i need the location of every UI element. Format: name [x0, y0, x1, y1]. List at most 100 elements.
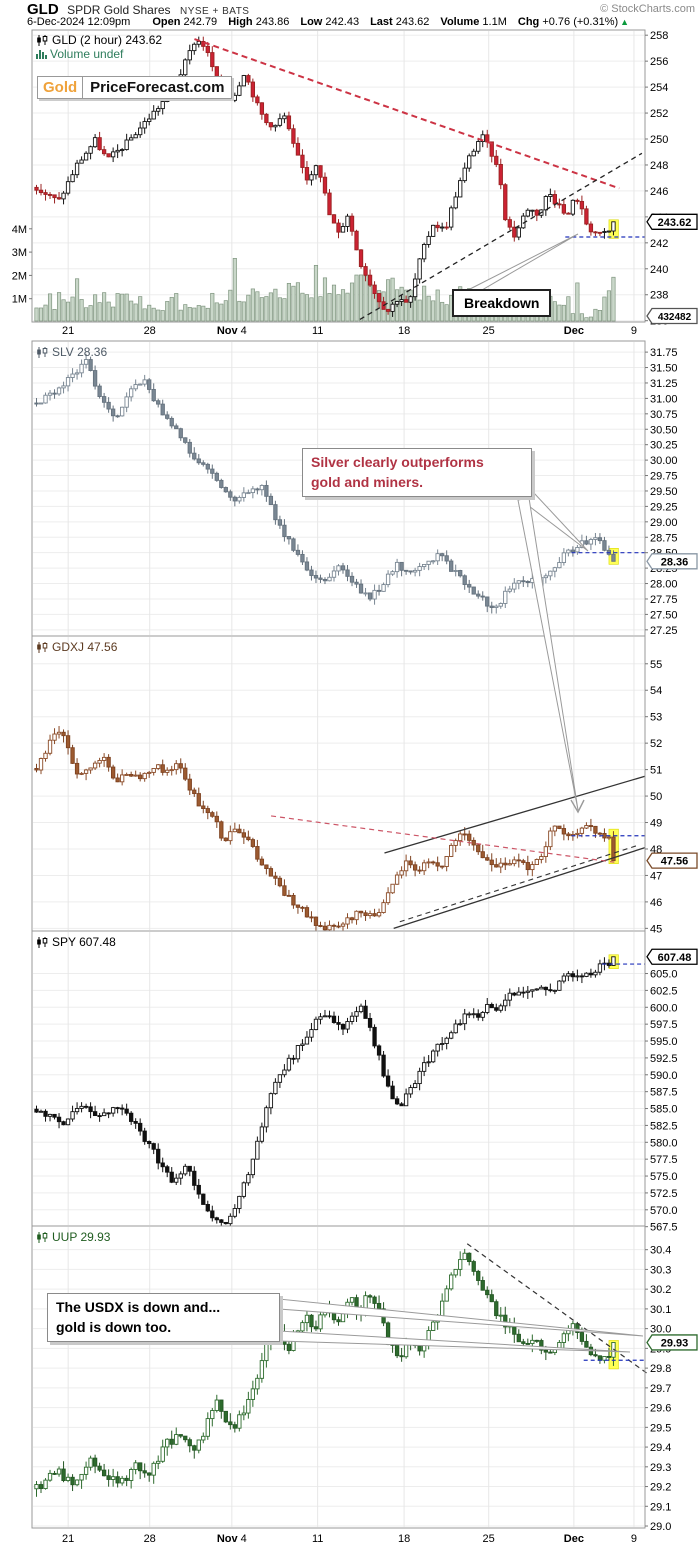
svg-text:29.8: 29.8: [650, 1363, 671, 1375]
svg-text:28: 28: [144, 325, 156, 337]
svg-text:52: 52: [650, 738, 662, 750]
svg-text:29.1: 29.1: [650, 1501, 671, 1513]
spy-candles: [34, 956, 616, 1228]
svg-text:30.4: 30.4: [650, 1245, 671, 1257]
svg-text:595.0: 595.0: [650, 1036, 678, 1048]
panel-title-label: UUP 29.93: [52, 1230, 111, 1244]
svg-text:29.7: 29.7: [650, 1383, 671, 1395]
panel-title-spy: SPY 607.48: [36, 935, 116, 949]
svg-text:567.5: 567.5: [650, 1222, 678, 1234]
svg-text:Nov 4: Nov 4: [217, 325, 247, 337]
svg-text:597.5: 597.5: [650, 1019, 678, 1031]
gld-last-price-label: 243.62: [646, 213, 698, 230]
svg-text:29.00: 29.00: [650, 517, 678, 529]
quote-open: Open 242.79: [152, 16, 218, 28]
svg-text:11: 11: [312, 1533, 323, 1545]
svg-text:238: 238: [650, 290, 668, 302]
svg-text:30.50: 30.50: [650, 424, 678, 436]
svg-text:25: 25: [483, 1533, 495, 1545]
svg-text:432482: 432482: [658, 312, 692, 323]
svg-text:45: 45: [650, 923, 662, 935]
svg-text:Nov 4: Nov 4: [217, 1533, 247, 1545]
panel-title-label: GDXJ 47.56: [52, 640, 118, 654]
panel-uup: 30.430.330.230.130.029.929.829.729.629.5…: [31, 1225, 698, 1533]
svg-text:Dec: Dec: [564, 1533, 584, 1545]
svg-text:49: 49: [650, 818, 662, 830]
svg-text:27.75: 27.75: [650, 594, 678, 606]
spy-price-axis: 605.0 602.5 600.0 597.5 595.0 592.5 590.0 587.5…: [645, 969, 678, 1234]
svg-text:21: 21: [62, 325, 74, 337]
svg-text:Dec: Dec: [564, 325, 584, 337]
svg-text:252: 252: [650, 108, 668, 120]
svg-text:54: 54: [650, 685, 662, 697]
svg-text:577.5: 577.5: [650, 1154, 678, 1166]
svg-text:27.25: 27.25: [650, 625, 678, 637]
svg-text:9: 9: [631, 325, 637, 337]
panel-gld: 2582562542522502482462442422402382364M3M…: [12, 29, 698, 328]
svg-text:11: 11: [312, 325, 323, 337]
breakdown-annotation: Breakdown: [452, 289, 552, 318]
svg-text:27.50: 27.50: [650, 609, 678, 621]
silver-pointer-to-gdxj: [517, 497, 579, 811]
svg-text:607.48: 607.48: [658, 952, 692, 964]
uup-price-axis: 30.430.330.230.130.029.929.829.729.629.5…: [645, 1245, 671, 1533]
svg-text:30.1: 30.1: [650, 1304, 671, 1316]
svg-text:51: 51: [650, 765, 662, 777]
svg-text:29.50: 29.50: [650, 486, 678, 498]
svg-text:29.0: 29.0: [650, 1521, 671, 1533]
svg-text:28.75: 28.75: [650, 532, 678, 544]
gld-trendline-0: [194, 38, 620, 190]
svg-text:28: 28: [144, 1533, 156, 1545]
svg-text:29.5: 29.5: [650, 1422, 671, 1434]
uup-candles: [34, 1248, 616, 1497]
logo-gold-text: Gold: [37, 76, 84, 99]
svg-text:30.25: 30.25: [650, 440, 678, 452]
gdxj-trendline-2: [399, 844, 640, 923]
quote-change: Chg +0.76 (+0.31%) ▲: [517, 16, 630, 28]
svg-text:240: 240: [650, 264, 668, 276]
logo-priceforecast-text: PriceForecast.com: [83, 76, 233, 99]
svg-text:29.25: 29.25: [650, 501, 678, 513]
svg-text:31.00: 31.00: [650, 393, 678, 405]
panel-title-label: SLV 28.36: [52, 345, 108, 359]
svg-text:46: 46: [650, 897, 662, 909]
svg-text:29.4: 29.4: [650, 1442, 671, 1454]
svg-text:250: 250: [650, 134, 668, 146]
svg-text:18: 18: [398, 325, 410, 337]
panel-subtitle-label: Volume undef: [50, 47, 124, 61]
svg-text:587.5: 587.5: [650, 1087, 678, 1099]
annotation-callout-pointers: [278, 233, 644, 1353]
svg-text:47: 47: [650, 870, 662, 882]
stockcharts-copyright: © StockCharts.com: [600, 3, 695, 15]
svg-text:248: 248: [650, 160, 668, 172]
gld-volume-axis: 4M 3M 2M 1M: [12, 224, 32, 306]
svg-text:592.5: 592.5: [650, 1053, 678, 1065]
quote-datetime: 6-Dec-2024 12:09pm: [27, 16, 131, 28]
svg-text:30.00: 30.00: [650, 455, 678, 467]
svg-text:243.62: 243.62: [658, 217, 692, 229]
panel-title-slv: SLV 28.36: [36, 345, 107, 359]
usdx-text-line1: The USDX is down and...: [56, 1299, 221, 1315]
svg-text:55: 55: [650, 659, 662, 671]
svg-text:28.36: 28.36: [661, 556, 689, 568]
svg-text:254: 254: [650, 82, 668, 94]
svg-text:575.0: 575.0: [650, 1171, 678, 1183]
silver-pointer-arrowhead: [570, 799, 585, 814]
svg-text:256: 256: [650, 56, 668, 68]
svg-text:572.5: 572.5: [650, 1188, 678, 1200]
date-axis-row-0: 21 28 Nov 4 11 18 25 Dec 9: [62, 325, 637, 337]
uup-trendline-0: [466, 1243, 649, 1375]
spy-last-price-label: 607.48: [646, 948, 698, 965]
slv-last-price-label: 28.36: [646, 553, 698, 570]
svg-text:582.5: 582.5: [650, 1120, 678, 1132]
candlestick-icon: [37, 936, 48, 948]
chart-header: GLD SPDR Gold Shares NYSE + BATS: [27, 1, 249, 18]
svg-text:30.75: 30.75: [650, 409, 678, 421]
gld-price-axis: 258256254252250248246244242240238236: [645, 30, 668, 328]
svg-text:1M: 1M: [12, 294, 27, 306]
candlestick-icon: [37, 346, 48, 358]
usdx-text-line2: gold is down too.: [56, 1319, 172, 1336]
gdxj-gridlines: [33, 637, 644, 930]
